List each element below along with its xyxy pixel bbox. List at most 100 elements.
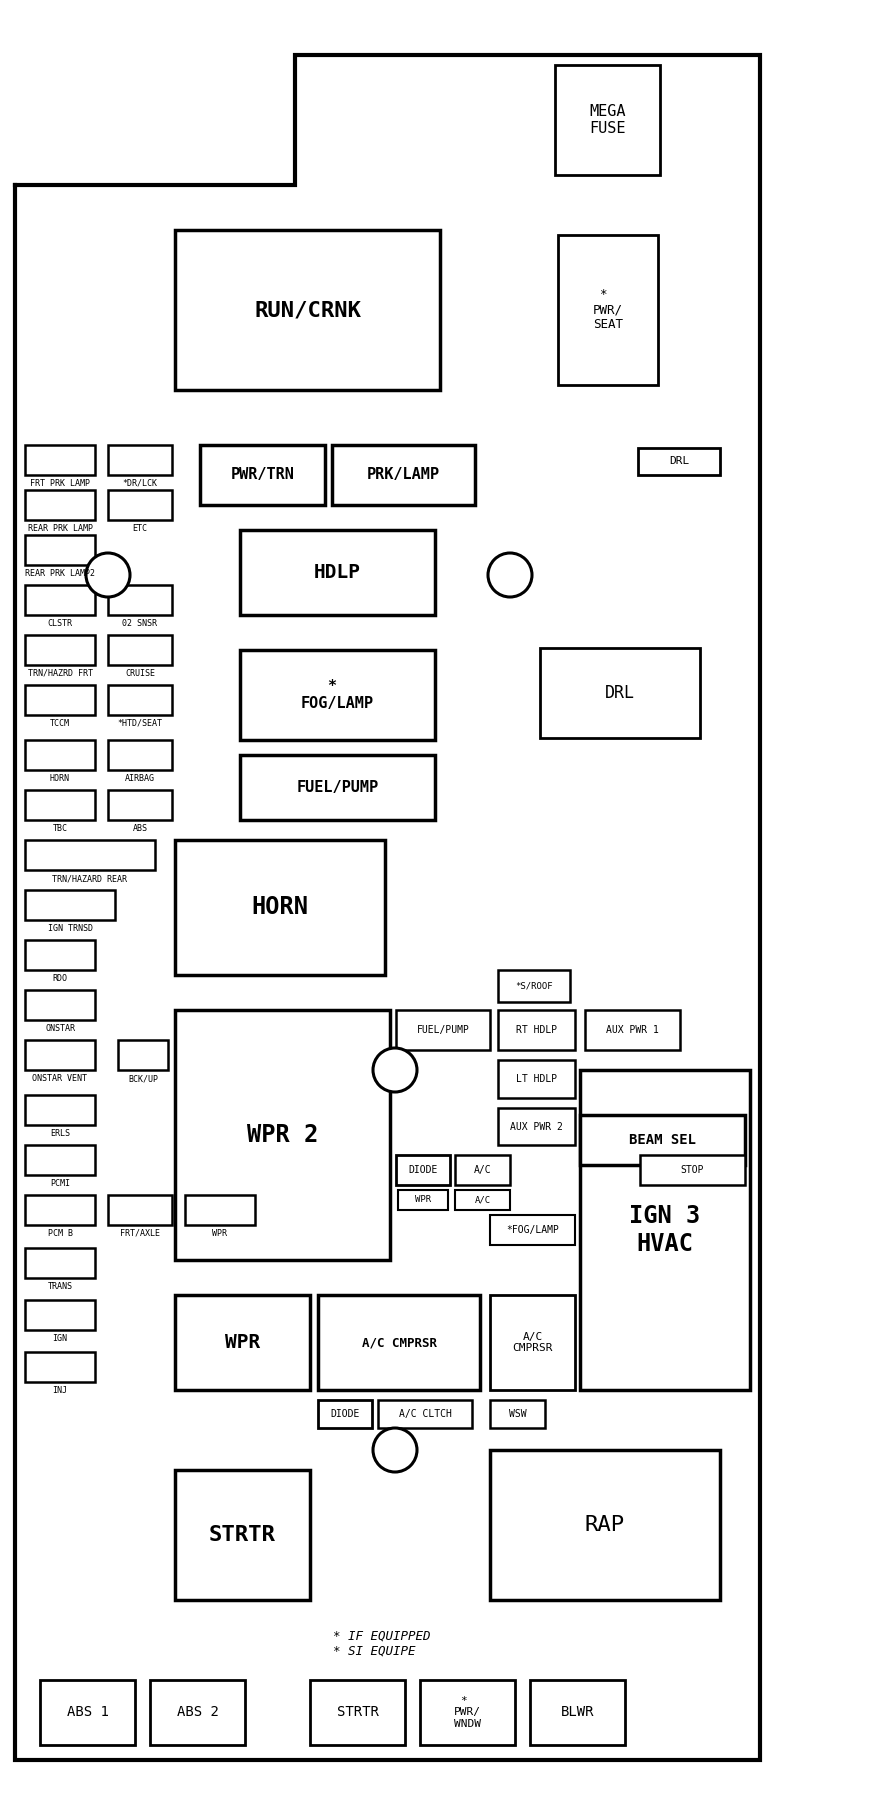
Bar <box>455 1156 510 1184</box>
Bar <box>108 445 172 475</box>
Bar <box>490 1400 545 1427</box>
Bar <box>490 1215 575 1246</box>
Bar <box>108 490 172 520</box>
Text: TBC: TBC <box>53 824 68 833</box>
Text: ABS: ABS <box>133 824 148 833</box>
Bar <box>108 635 172 664</box>
Text: BCK/UP: BCK/UP <box>128 1075 158 1084</box>
Text: PCMI: PCMI <box>50 1179 70 1188</box>
Bar <box>108 740 172 770</box>
Text: *S/ROOF: *S/ROOF <box>515 981 552 990</box>
Bar <box>585 1010 680 1049</box>
Bar <box>25 889 115 920</box>
Bar <box>638 448 720 475</box>
Bar <box>25 635 95 664</box>
Text: TRN/HAZRD FRT: TRN/HAZRD FRT <box>28 670 93 679</box>
Text: STRTR: STRTR <box>337 1706 379 1719</box>
Text: CRUISE: CRUISE <box>125 670 155 679</box>
Text: AUX PWR 1: AUX PWR 1 <box>606 1024 659 1035</box>
Text: REAR PRK LAMP2: REAR PRK LAMP2 <box>25 569 95 578</box>
Text: FUEL/PUMP: FUEL/PUMP <box>417 1024 470 1035</box>
Circle shape <box>373 1048 417 1093</box>
Text: *DR/LCK: *DR/LCK <box>122 479 158 488</box>
Text: IGN: IGN <box>53 1334 68 1343</box>
Bar <box>580 1114 745 1165</box>
Text: ETC: ETC <box>133 524 148 533</box>
Text: *HTD/SEAT: *HTD/SEAT <box>118 718 162 727</box>
Text: * 
FOG/LAMP: * FOG/LAMP <box>301 679 374 711</box>
Bar <box>498 1109 575 1145</box>
Bar <box>175 841 385 976</box>
Bar <box>25 841 155 869</box>
Bar <box>175 1471 310 1600</box>
Bar <box>25 1352 95 1382</box>
Bar <box>498 1060 575 1098</box>
Bar <box>420 1679 515 1744</box>
Bar <box>378 1400 472 1427</box>
Bar <box>396 1156 450 1184</box>
Text: DRL: DRL <box>605 684 635 702</box>
Bar <box>108 1195 172 1226</box>
Text: STRTR: STRTR <box>209 1525 276 1544</box>
Text: DRL: DRL <box>669 457 689 466</box>
Bar <box>25 1300 95 1330</box>
Text: PCM B: PCM B <box>47 1229 72 1238</box>
Bar <box>240 529 435 616</box>
Bar <box>580 1069 750 1390</box>
Bar <box>25 490 95 520</box>
Bar <box>25 740 95 770</box>
Bar <box>108 585 172 616</box>
Text: LT HDLP: LT HDLP <box>516 1075 557 1084</box>
Bar <box>490 1451 720 1600</box>
Bar <box>25 535 95 565</box>
Text: INJ: INJ <box>53 1386 68 1395</box>
Bar <box>25 1040 95 1069</box>
Text: BLWR: BLWR <box>560 1706 594 1719</box>
Bar <box>25 585 95 616</box>
Bar <box>318 1294 480 1390</box>
Text: FRT PRK LAMP: FRT PRK LAMP <box>30 479 90 488</box>
Bar <box>240 754 435 821</box>
Text: * 
PWR/
WNDW: * PWR/ WNDW <box>454 1696 481 1730</box>
Text: BEAM SEL: BEAM SEL <box>629 1132 696 1147</box>
Bar <box>240 650 435 740</box>
Text: ONSTAR: ONSTAR <box>45 1024 75 1033</box>
Bar <box>25 445 95 475</box>
Text: WSW: WSW <box>509 1409 527 1418</box>
Text: ABS 2: ABS 2 <box>176 1706 218 1719</box>
Bar <box>25 940 95 970</box>
Text: RDO: RDO <box>53 974 68 983</box>
Text: RT HDLP: RT HDLP <box>516 1024 557 1035</box>
Circle shape <box>86 553 130 598</box>
Text: A/C CMPRSR: A/C CMPRSR <box>362 1336 437 1348</box>
Bar <box>555 65 660 175</box>
Text: ABS 1: ABS 1 <box>67 1706 109 1719</box>
Text: REAR PRK LAMP: REAR PRK LAMP <box>28 524 93 533</box>
Bar <box>640 1156 745 1184</box>
Text: PRK/LAMP: PRK/LAMP <box>367 468 440 482</box>
Bar <box>25 1145 95 1175</box>
Text: WPR 2: WPR 2 <box>247 1123 318 1147</box>
Bar <box>396 1010 490 1049</box>
Text: RUN/CRNK: RUN/CRNK <box>254 301 361 320</box>
Bar <box>118 1040 168 1069</box>
Text: MEGA
FUSE: MEGA FUSE <box>589 104 625 137</box>
Text: FUEL/PUMP: FUEL/PUMP <box>297 779 379 796</box>
Text: A/C: A/C <box>474 1165 491 1175</box>
Bar <box>108 790 172 821</box>
Text: RAP: RAP <box>584 1516 625 1535</box>
Bar <box>25 990 95 1021</box>
Text: WPR: WPR <box>225 1334 260 1352</box>
Bar <box>490 1294 575 1390</box>
Bar <box>40 1679 135 1744</box>
Text: * 
PWR/
SEAT: * PWR/ SEAT <box>593 288 623 331</box>
Bar <box>185 1195 255 1226</box>
Bar <box>530 1679 625 1744</box>
Text: CLSTR: CLSTR <box>47 619 72 628</box>
Text: 02 SNSR: 02 SNSR <box>122 619 158 628</box>
Text: WPR: WPR <box>415 1195 431 1204</box>
Bar <box>200 445 325 506</box>
Text: FRT/AXLE: FRT/AXLE <box>120 1229 160 1238</box>
Text: HDLP: HDLP <box>314 563 361 581</box>
Bar <box>25 1094 95 1125</box>
